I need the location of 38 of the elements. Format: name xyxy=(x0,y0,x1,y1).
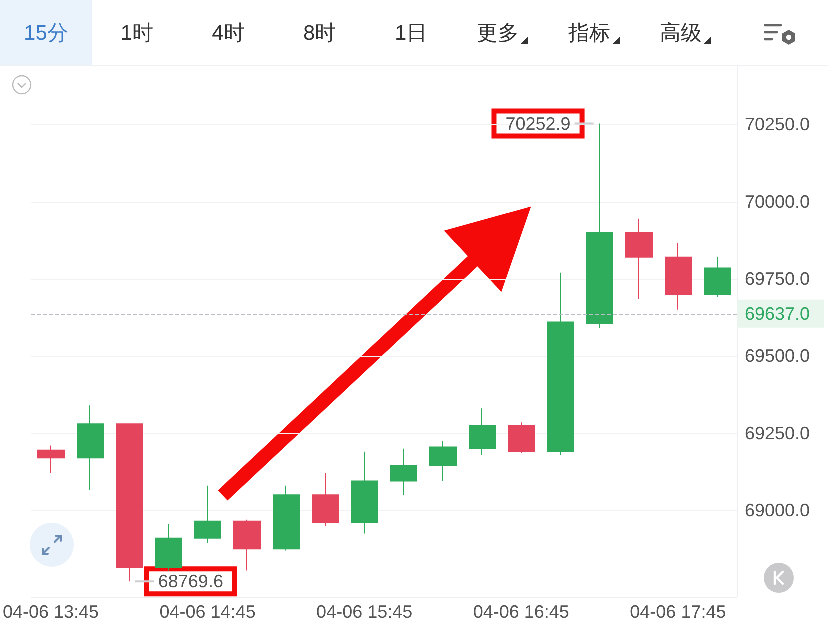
text: 15分 xyxy=(24,20,68,46)
text: 指标 xyxy=(568,20,611,46)
text: 1日 xyxy=(394,20,428,46)
x-tick-label: 04-06 14:45 xyxy=(160,602,256,622)
y-tick-label: 69500.0 xyxy=(745,346,810,366)
candlestick xyxy=(273,485,300,552)
text: 高级 xyxy=(660,20,702,46)
annotation: 68769.6 xyxy=(158,572,224,592)
y-tick-label: 69000.0 xyxy=(745,500,810,521)
y-tick-label: 70000.0 xyxy=(745,192,810,212)
x-tick-label: 04-06 15:45 xyxy=(316,602,413,622)
y-tick-label: 69750.0 xyxy=(745,269,810,290)
y-tick-label: 69250.0 xyxy=(745,423,810,444)
x-tick-label: 04-06 13:45 xyxy=(2,602,100,622)
text: 4时 xyxy=(212,20,245,46)
candlestick xyxy=(704,256,731,298)
candlestick xyxy=(625,218,653,300)
candlestick xyxy=(665,243,692,310)
candlestick xyxy=(312,473,339,526)
candlestick xyxy=(77,405,104,491)
x-tick-label: 04-06 17:45 xyxy=(630,602,726,622)
candlestick xyxy=(194,485,221,544)
text: 1时 xyxy=(120,20,154,46)
candlestick xyxy=(547,272,574,456)
candlestick xyxy=(233,519,261,572)
x-tick-label: 04-06 16:45 xyxy=(473,602,570,622)
candlestick xyxy=(155,524,182,572)
candlestick xyxy=(351,451,378,534)
text: 更多 xyxy=(477,20,520,46)
candlestick xyxy=(508,422,535,454)
candlestick xyxy=(390,448,417,496)
candlestick xyxy=(429,440,457,482)
annotation: 70252.9 xyxy=(506,114,571,134)
y-tick-label: 70250.0 xyxy=(745,114,810,135)
candlestick xyxy=(469,408,496,456)
candlestick xyxy=(37,445,65,474)
text: 8时 xyxy=(304,20,336,46)
ref-line-label: 69637.0 xyxy=(745,304,810,324)
